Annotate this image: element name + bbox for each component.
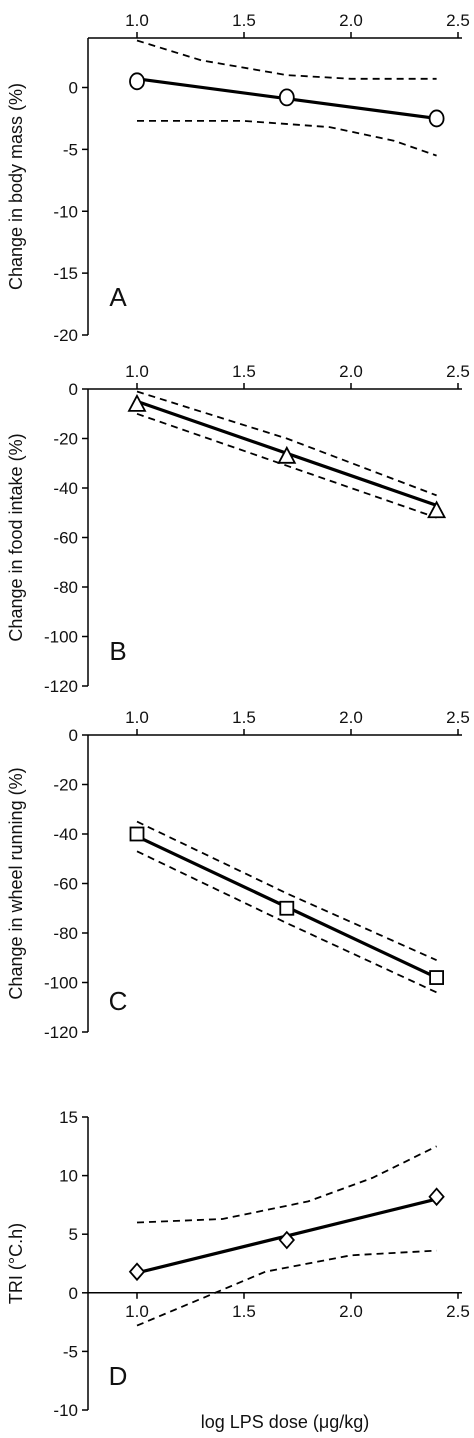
y-tick-label: -100: [44, 628, 78, 647]
y-tick-label: -5: [63, 140, 78, 159]
y-axis-title: Change in body mass (%): [6, 83, 26, 290]
y-tick-label: -40: [53, 479, 78, 498]
ci-lower-line: [136, 412, 437, 519]
y-tick-label: -100: [44, 974, 78, 993]
x-tick-label: 2.0: [339, 708, 363, 727]
panel-letter: C: [109, 986, 128, 1016]
x-tick-label: 2.5: [446, 11, 470, 30]
y-tick-label: 0: [69, 79, 78, 98]
ci-upper-line: [136, 39, 437, 80]
y-tick-label: -60: [53, 529, 78, 548]
data-point-triangle: [127, 393, 147, 412]
data-point-circle: [428, 109, 445, 128]
x-tick-label: 1.0: [125, 1302, 149, 1321]
panel-D: 15 10 5 0 -5 -10 1.0 1.5 2.0 2.5 D TRI (°C.h) log LP…: [6, 1108, 470, 1432]
y-tick-label: -80: [53, 924, 78, 943]
ci-lower-line: [136, 1249, 437, 1327]
data-point-square: [129, 826, 145, 842]
x-tick-label: 2.0: [339, 1302, 363, 1321]
data-point-circle: [129, 72, 145, 91]
data-point-triangle: [277, 445, 297, 464]
y-tick-label: 15: [59, 1108, 78, 1127]
y-tick-label: 10: [59, 1167, 78, 1186]
panel-C: 0 -20 -40 -60 -80 -100 -120 1.0 1.5 2.0 2.5 C Change…: [6, 708, 470, 1042]
y-tick-label: 0: [69, 726, 78, 745]
ci-upper-line: [136, 390, 437, 497]
x-tick-label: 2.0: [339, 362, 363, 381]
y-tick-label: -15: [53, 264, 78, 283]
y-tick-label: -20: [53, 430, 78, 449]
data-point-square: [429, 970, 445, 985]
x-tick-label: 1.0: [125, 11, 149, 30]
x-tick-label: 1.0: [125, 708, 149, 727]
data-point-diamond: [278, 1230, 295, 1250]
ci-upper-line: [136, 820, 437, 962]
y-tick-label: -120: [44, 677, 78, 696]
y-tick-label: -60: [53, 875, 78, 894]
y-tick-label: 0: [69, 380, 78, 399]
x-tick-label: 2.0: [339, 11, 363, 30]
x-tick-label: 2.5: [446, 708, 470, 727]
y-tick-label: -10: [53, 202, 78, 221]
x-tick-label: 1.5: [232, 11, 256, 30]
y-tick-label: 0: [69, 1284, 78, 1303]
data-point-triangle: [427, 500, 447, 519]
x-tick-label: 1.5: [232, 362, 256, 381]
ci-lower-line: [137, 120, 437, 157]
x-tick-label: 2.5: [446, 362, 470, 381]
data-point-diamond: [128, 1262, 146, 1282]
data-point-circle: [278, 88, 295, 107]
y-axis-title: TRI (°C.h): [6, 1223, 26, 1304]
panel-B: 0 -20 -40 -60 -80 -100 -120 1.0 1.5 2.0 2.5 B Change…: [6, 362, 470, 696]
y-tick-label: -20: [53, 776, 78, 795]
x-tick-label: 1.5: [232, 708, 256, 727]
data-point-diamond: [428, 1187, 445, 1207]
y-tick-label: 5: [69, 1225, 78, 1244]
panel-A: 0 -5 -10 -15 -20 1.0 1.5 2.0 2.5 A Change in body …: [6, 11, 470, 345]
panel-letter: D: [109, 1361, 128, 1391]
y-axis-title: Change in food intake (%): [6, 433, 26, 641]
y-tick-label: -40: [53, 825, 78, 844]
x-axis-title: log LPS dose (μg/kg): [201, 1412, 369, 1432]
x-tick-label: 2.5: [446, 1302, 470, 1321]
ci-upper-line: [136, 1145, 437, 1224]
y-tick-label: -5: [63, 1342, 78, 1361]
panel-letter: B: [109, 636, 126, 666]
y-tick-label: -10: [53, 1401, 78, 1420]
x-tick-label: 1.5: [232, 1302, 256, 1321]
ci-lower-line: [136, 850, 437, 994]
panel-letter: A: [109, 282, 127, 312]
y-tick-label: -80: [53, 578, 78, 597]
y-tick-label: -120: [44, 1023, 78, 1042]
y-tick-label: -20: [53, 326, 78, 345]
y-axis-title: Change in wheel running (%): [6, 767, 26, 999]
data-point-square: [279, 900, 295, 916]
x-tick-label: 1.0: [125, 362, 149, 381]
